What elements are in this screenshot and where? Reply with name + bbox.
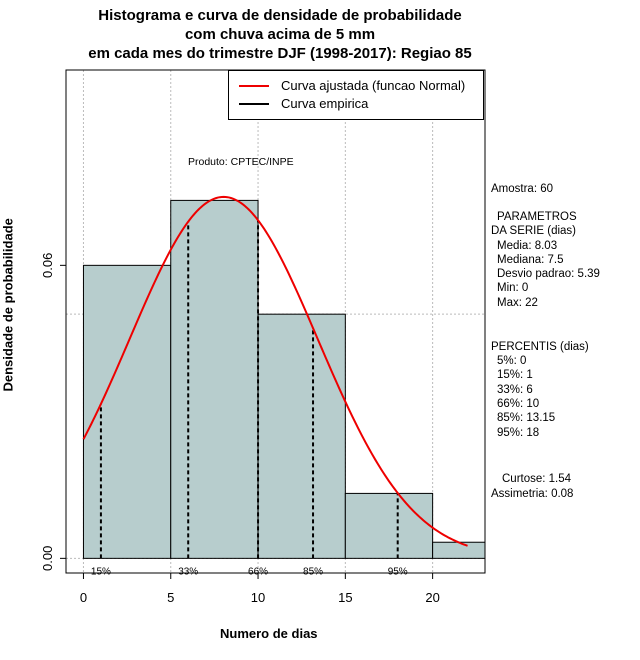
legend-item-empirical: Curva empirica: [229, 96, 483, 112]
chart-title-line-1: Histograma e curva de densidade de proba…: [98, 7, 462, 24]
y-tick-label: 0.00: [40, 546, 55, 571]
legend-label-normal: Curva ajustada (funcao Normal): [281, 78, 466, 93]
stat-curtose: Curtose: 1.54: [502, 473, 572, 485]
legend-item-normal: Curva ajustada (funcao Normal): [229, 78, 483, 94]
stat-p85: 85%: 13.15: [497, 412, 556, 424]
y-tick-label: 0.06: [40, 253, 55, 278]
chart-title-line-3: em cada mes do trimestre DJF (1998-2017)…: [88, 45, 472, 62]
normal-curve: [82, 195, 468, 547]
histogram-bar: [170, 199, 259, 559]
stat-assimetria: Assimetria: 0.08: [491, 488, 574, 500]
stat-max: Max: 22: [497, 297, 538, 309]
legend-label-empirical: Curva empirica: [281, 96, 369, 111]
x-tick-label: 10: [251, 590, 265, 605]
stat-media: Media: 8.03: [497, 240, 558, 252]
percentile-label: 33%: [178, 566, 198, 577]
stat-p66: 66%: 10: [497, 398, 540, 410]
stat-param-header-1: PARAMETROS: [497, 211, 577, 223]
histogram-bars: [82, 199, 486, 559]
percentile-label: 95%: [388, 566, 408, 577]
legend: Curva ajustada (funcao Normal) Curva emp…: [228, 70, 484, 120]
x-tick-label: 5: [167, 590, 174, 605]
stat-min: Min: 0: [497, 282, 529, 294]
stat-amostra: Amostra: 60: [491, 183, 553, 195]
product-annotation: Produto: CPTEC/INPE: [188, 156, 294, 168]
x-axis-title: Numero de dias: [220, 626, 318, 641]
stat-percentis-header: PERCENTIS (dias): [491, 341, 589, 353]
histogram-bar: [432, 541, 486, 559]
stat-mediana: Mediana: 7.5: [497, 254, 564, 266]
histogram-bar: [257, 313, 346, 559]
legend-swatch-empirical: [239, 103, 269, 105]
percentile-label: 15%: [91, 566, 111, 577]
x-tick-label: 20: [425, 590, 439, 605]
x-tick-label: 0: [80, 590, 87, 605]
stat-param-header-2: DA SERIE (dias): [491, 225, 576, 237]
stat-p5: 5%: 0: [497, 355, 527, 367]
percentile-label: 66%: [248, 566, 268, 577]
percentile-lines: 15% 33% 66% 85% 95%: [91, 220, 408, 577]
chart-title-line-2: com chuva acima de 5 mm: [184, 26, 376, 43]
legend-swatch-normal: [239, 85, 269, 87]
stat-p33: 33%: 6: [497, 384, 533, 396]
x-tick-label: 15: [338, 590, 352, 605]
stat-p95: 95%: 18: [497, 427, 540, 439]
stat-p15: 15%: 1: [497, 369, 533, 381]
stat-desvio: Desvio padrao: 5.39: [497, 268, 600, 280]
normal-curve-path: [82, 195, 468, 547]
histogram-bar: [344, 492, 434, 559]
tick-labels: 0 5 10 15 20 0.00 0.06: [40, 253, 440, 605]
percentile-label: 85%: [303, 566, 323, 577]
y-axis-title: Densidade de probabilidade: [0, 218, 16, 392]
